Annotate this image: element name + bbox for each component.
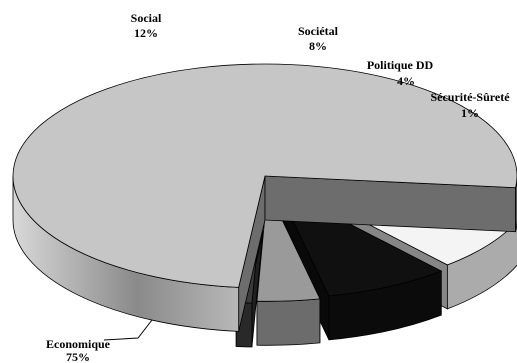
slice-label-economique: Economique: [46, 337, 111, 351]
pie-slices: [12, 63, 517, 348]
economique-leader-line: [103, 319, 153, 341]
slice-value-securite-surete: 1%: [461, 106, 479, 120]
slice-top-economique: [12, 63, 517, 288]
slice-label-societal: Sociétal: [298, 24, 339, 38]
slice-label-securite-surete: Sécurité-Sûreté: [430, 90, 510, 104]
pie-labels: Economique 75% Social 12% Sociétal 8% Po…: [46, 11, 510, 363]
slice-value-societal: 8%: [309, 39, 327, 53]
slice-value-politique-dd: 4%: [397, 74, 415, 88]
slice-economique: [12, 63, 517, 332]
slice-value-social: 12%: [134, 26, 158, 40]
slice-side-politique-dd: [256, 298, 321, 346]
slice-value-economique: 75%: [66, 350, 90, 363]
slice-side-social: [446, 220, 517, 310]
slice-label-politique-dd: Politique DD: [367, 58, 434, 72]
slice-label-social: Social: [131, 11, 162, 25]
